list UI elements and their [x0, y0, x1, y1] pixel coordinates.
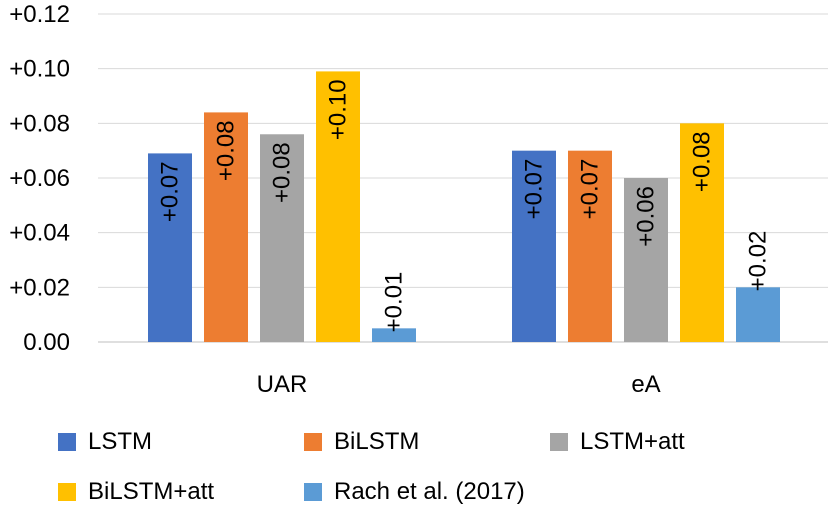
bar-uar-2 — [260, 134, 304, 342]
legend-item-rach-2017: Rach et al. (2017) — [304, 478, 525, 506]
data-label-uar-0: +0.07 — [157, 161, 184, 222]
data-label-ea-4: +0.02 — [745, 231, 772, 292]
y-tick-label-2: +0.04 — [9, 220, 70, 247]
bar-uar-4 — [372, 328, 416, 342]
data-label-ea-1: +0.07 — [577, 159, 604, 220]
bar-ea-0 — [512, 150, 556, 342]
bar-ea-2 — [624, 178, 668, 342]
data-label-ea-2: +0.06 — [633, 186, 660, 247]
data-label-uar-2: +0.08 — [269, 142, 296, 203]
data-label-uar-1: +0.08 — [213, 120, 240, 181]
legend-label-lstm: LSTM — [88, 428, 153, 455]
bar-ea-3 — [680, 123, 724, 342]
legend-label-rach-2017: Rach et al. (2017) — [334, 478, 525, 505]
x-tick-label-ea: eA — [631, 371, 660, 398]
legend-swatch-lstm — [58, 433, 76, 451]
legend-item-lstm: LSTM — [58, 428, 152, 456]
legend-item-lstm-att: LSTM+att — [550, 428, 685, 456]
y-tick-label-1: +0.02 — [9, 274, 70, 301]
legend-item-bilstm-att: BiLSTM+att — [58, 478, 214, 506]
legend-label-lstm-att: LSTM+att — [580, 428, 685, 455]
y-tick-label-4: +0.08 — [9, 110, 70, 137]
bar-ea-1 — [568, 150, 612, 342]
y-tick-label-5: +0.10 — [9, 56, 70, 83]
y-tick-label-3: +0.06 — [9, 165, 70, 192]
y-tick-label-0: 0.00 — [23, 329, 70, 356]
legend-swatch-rach-2017 — [304, 483, 322, 501]
legend-swatch-bilstm-att — [58, 483, 76, 501]
data-label-uar-4: +0.01 — [381, 272, 408, 333]
data-label-uar-3: +0.10 — [325, 79, 352, 140]
legend-label-bilstm-att: BiLSTM+att — [88, 478, 215, 505]
legend-swatch-lstm-att — [550, 433, 568, 451]
legend-item-bilstm: BiLSTM — [304, 428, 419, 456]
bar-uar-3 — [316, 71, 360, 343]
bar-ea-4 — [736, 287, 780, 342]
bar-uar-1 — [204, 112, 248, 343]
legend-swatch-bilstm — [304, 433, 322, 451]
x-tick-label-uar: UAR — [257, 371, 308, 398]
data-label-ea-0: +0.07 — [521, 159, 548, 220]
data-label-ea-3: +0.08 — [689, 131, 716, 192]
legend-label-bilstm: BiLSTM — [334, 428, 420, 455]
bar-uar-0 — [148, 153, 192, 342]
y-tick-label-6: +0.12 — [9, 1, 70, 28]
